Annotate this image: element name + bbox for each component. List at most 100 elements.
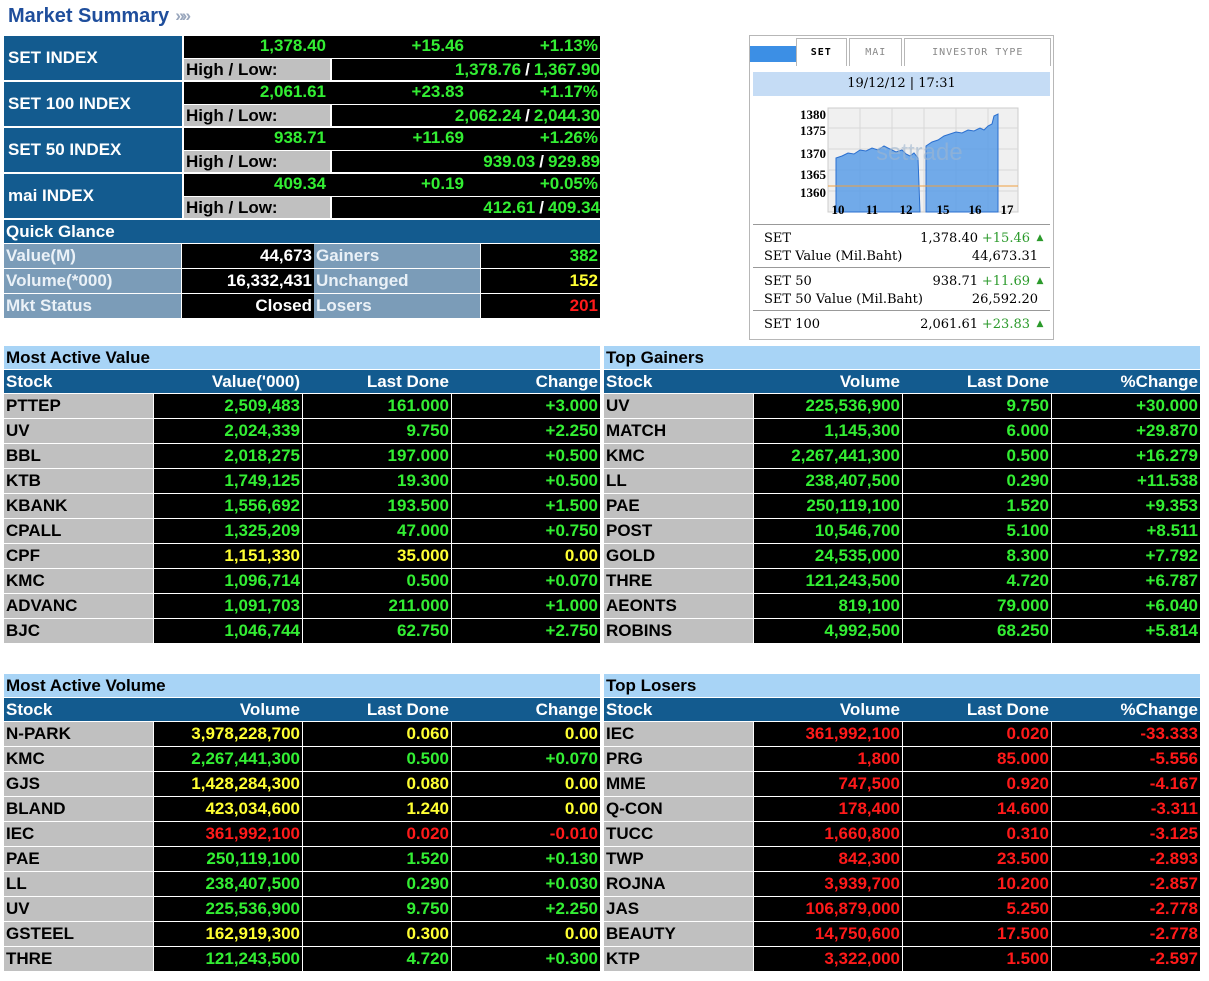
stock-symbol[interactable]: KMC — [604, 444, 753, 468]
index-name[interactable]: mai INDEX — [4, 174, 182, 220]
stock-symbol[interactable]: KTB — [4, 469, 153, 493]
stock-symbol[interactable]: UV — [604, 394, 753, 418]
tab-mai[interactable]: MAI — [849, 38, 903, 66]
stock-symbol[interactable]: ROJNA — [604, 872, 753, 896]
table-row[interactable]: BBL 2,018,275 197.000 +0.500 — [4, 444, 600, 469]
stock-symbol[interactable]: GJS — [4, 772, 153, 796]
stock-symbol[interactable]: LL — [604, 469, 753, 493]
table-row[interactable]: KBANK 1,556,692 193.500 +1.500 — [4, 494, 600, 519]
stock-symbol[interactable]: BLAND — [4, 797, 153, 821]
column-header[interactable]: Change — [535, 371, 598, 391]
table-row[interactable]: UV 2,024,339 9.750 +2.250 — [4, 419, 600, 444]
column-header[interactable]: Stock — [6, 699, 53, 719]
table-row[interactable]: LL 238,407,500 0.290 +0.030 — [4, 872, 600, 897]
stock-symbol[interactable]: UV — [4, 897, 153, 921]
column-header[interactable]: Last Done — [366, 699, 449, 719]
table-row[interactable]: KMC 2,267,441,300 0.500 +0.070 — [4, 747, 600, 772]
stock-symbol[interactable]: BJC — [4, 619, 153, 643]
column-header[interactable]: Stock — [606, 371, 653, 391]
table-row[interactable]: MATCH 1,145,300 6.000 +29.870 — [604, 419, 1200, 444]
column-header[interactable]: %Change — [1120, 699, 1198, 719]
stock-symbol[interactable]: THRE — [604, 569, 753, 593]
index-name[interactable]: SET 100 INDEX — [4, 82, 182, 128]
table-row[interactable]: CPALL 1,325,209 47.000 +0.750 — [4, 519, 600, 544]
index-name[interactable]: SET INDEX — [4, 36, 182, 82]
stock-symbol[interactable]: ROBINS — [604, 619, 753, 643]
tab-set[interactable]: SET — [795, 38, 848, 66]
table-row[interactable]: KMC 1,096,714 0.500 +0.070 — [4, 569, 600, 594]
stock-symbol[interactable]: BBL — [4, 444, 153, 468]
stock-symbol[interactable]: PAE — [604, 494, 753, 518]
stock-symbol[interactable]: PRG — [604, 747, 753, 771]
stock-symbol[interactable]: GSTEEL — [4, 922, 153, 946]
stock-symbol[interactable]: TWP — [604, 847, 753, 871]
column-header[interactable]: %Change — [1120, 371, 1198, 391]
table-row[interactable]: THRE 121,243,500 4.720 +6.787 — [604, 569, 1200, 594]
column-header[interactable]: Stock — [606, 699, 653, 719]
column-header[interactable]: Value('000) — [211, 371, 300, 391]
column-header[interactable]: Volume — [239, 699, 300, 719]
stock-symbol[interactable]: IEC — [604, 722, 753, 746]
stock-symbol[interactable]: KMC — [4, 747, 153, 771]
table-row[interactable]: BLAND 423,034,600 1.240 0.00 — [4, 797, 600, 822]
stock-symbol[interactable]: LL — [4, 872, 153, 896]
table-row[interactable]: AEONTS 819,100 79.000 +6.040 — [604, 594, 1200, 619]
table-row[interactable]: MME 747,500 0.920 -4.167 — [604, 772, 1200, 797]
table-row[interactable]: IEC 361,992,100 0.020 -33.333 — [604, 722, 1200, 747]
table-row[interactable]: PRG 1,800 85.000 -5.556 — [604, 747, 1200, 772]
stock-symbol[interactable]: JAS — [604, 897, 753, 921]
column-header[interactable]: Change — [535, 699, 598, 719]
table-row[interactable]: THRE 121,243,500 4.720 +0.300 — [4, 947, 600, 972]
table-row[interactable]: Q-CON 178,400 14.600 -3.311 — [604, 797, 1200, 822]
column-header[interactable]: Last Done — [366, 371, 449, 391]
stock-symbol[interactable]: THRE — [4, 947, 153, 971]
stock-symbol[interactable]: CPALL — [4, 519, 153, 543]
table-row[interactable]: GOLD 24,535,000 8.300 +7.792 — [604, 544, 1200, 569]
table-row[interactable]: LL 238,407,500 0.290 +11.538 — [604, 469, 1200, 494]
table-row[interactable]: UV 225,536,900 9.750 +30.000 — [604, 394, 1200, 419]
table-row[interactable]: KTP 3,322,000 1.500 -2.597 — [604, 947, 1200, 972]
stock-symbol[interactable]: MME — [604, 772, 753, 796]
table-row[interactable]: UV 225,536,900 9.750 +2.250 — [4, 897, 600, 922]
table-row[interactable]: KMC 2,267,441,300 0.500 +16.279 — [604, 444, 1200, 469]
stock-symbol[interactable]: Q-CON — [604, 797, 753, 821]
table-row[interactable]: PAE 250,119,100 1.520 +9.353 — [604, 494, 1200, 519]
column-header[interactable]: Stock — [6, 371, 53, 391]
table-row[interactable]: PTTEP 2,509,483 161.000 +3.000 — [4, 394, 600, 419]
table-row[interactable]: ROJNA 3,939,700 10.200 -2.857 — [604, 872, 1200, 897]
table-row[interactable]: TWP 842,300 23.500 -2.893 — [604, 847, 1200, 872]
table-row[interactable]: POST 10,546,700 5.100 +8.511 — [604, 519, 1200, 544]
table-row[interactable]: PAE 250,119,100 1.520 +0.130 — [4, 847, 600, 872]
stock-symbol[interactable]: UV — [4, 419, 153, 443]
stock-symbol[interactable]: MATCH — [604, 419, 753, 443]
stock-symbol[interactable]: BEAUTY — [604, 922, 753, 946]
stock-symbol[interactable]: CPF — [4, 544, 153, 568]
stock-symbol[interactable]: PTTEP — [4, 394, 153, 418]
stock-symbol[interactable]: KTP — [604, 947, 753, 971]
table-row[interactable]: KTB 1,749,125 19.300 +0.500 — [4, 469, 600, 494]
index-name[interactable]: SET 50 INDEX — [4, 128, 182, 174]
stock-symbol[interactable]: N-PARK — [4, 722, 153, 746]
stock-symbol[interactable]: KMC — [4, 569, 153, 593]
table-row[interactable]: GJS 1,428,284,300 0.080 0.00 — [4, 772, 600, 797]
table-row[interactable]: ADVANC 1,091,703 211.000 +1.000 — [4, 594, 600, 619]
column-header[interactable]: Last Done — [966, 371, 1049, 391]
tab-investor-type[interactable]: INVESTOR TYPE — [904, 38, 1051, 66]
table-row[interactable]: BEAUTY 14,750,600 17.500 -2.778 — [604, 922, 1200, 947]
table-row[interactable]: GSTEEL 162,919,300 0.300 0.00 — [4, 922, 600, 947]
table-row[interactable]: IEC 361,992,100 0.020 -0.010 — [4, 822, 600, 847]
stock-symbol[interactable]: POST — [604, 519, 753, 543]
table-row[interactable]: TUCC 1,660,800 0.310 -3.125 — [604, 822, 1200, 847]
column-header[interactable]: Volume — [839, 371, 900, 391]
column-header[interactable]: Last Done — [966, 699, 1049, 719]
table-row[interactable]: BJC 1,046,744 62.750 +2.750 — [4, 619, 600, 644]
table-row[interactable]: ROBINS 4,992,500 68.250 +5.814 — [604, 619, 1200, 644]
stock-symbol[interactable]: PAE — [4, 847, 153, 871]
stock-symbol[interactable]: ADVANC — [4, 594, 153, 618]
stock-symbol[interactable]: IEC — [4, 822, 153, 846]
table-row[interactable]: N-PARK 3,978,228,700 0.060 0.00 — [4, 722, 600, 747]
stock-symbol[interactable]: KBANK — [4, 494, 153, 518]
stock-symbol[interactable]: TUCC — [604, 822, 753, 846]
column-header[interactable]: Volume — [839, 699, 900, 719]
table-row[interactable]: CPF 1,151,330 35.000 0.00 — [4, 544, 600, 569]
